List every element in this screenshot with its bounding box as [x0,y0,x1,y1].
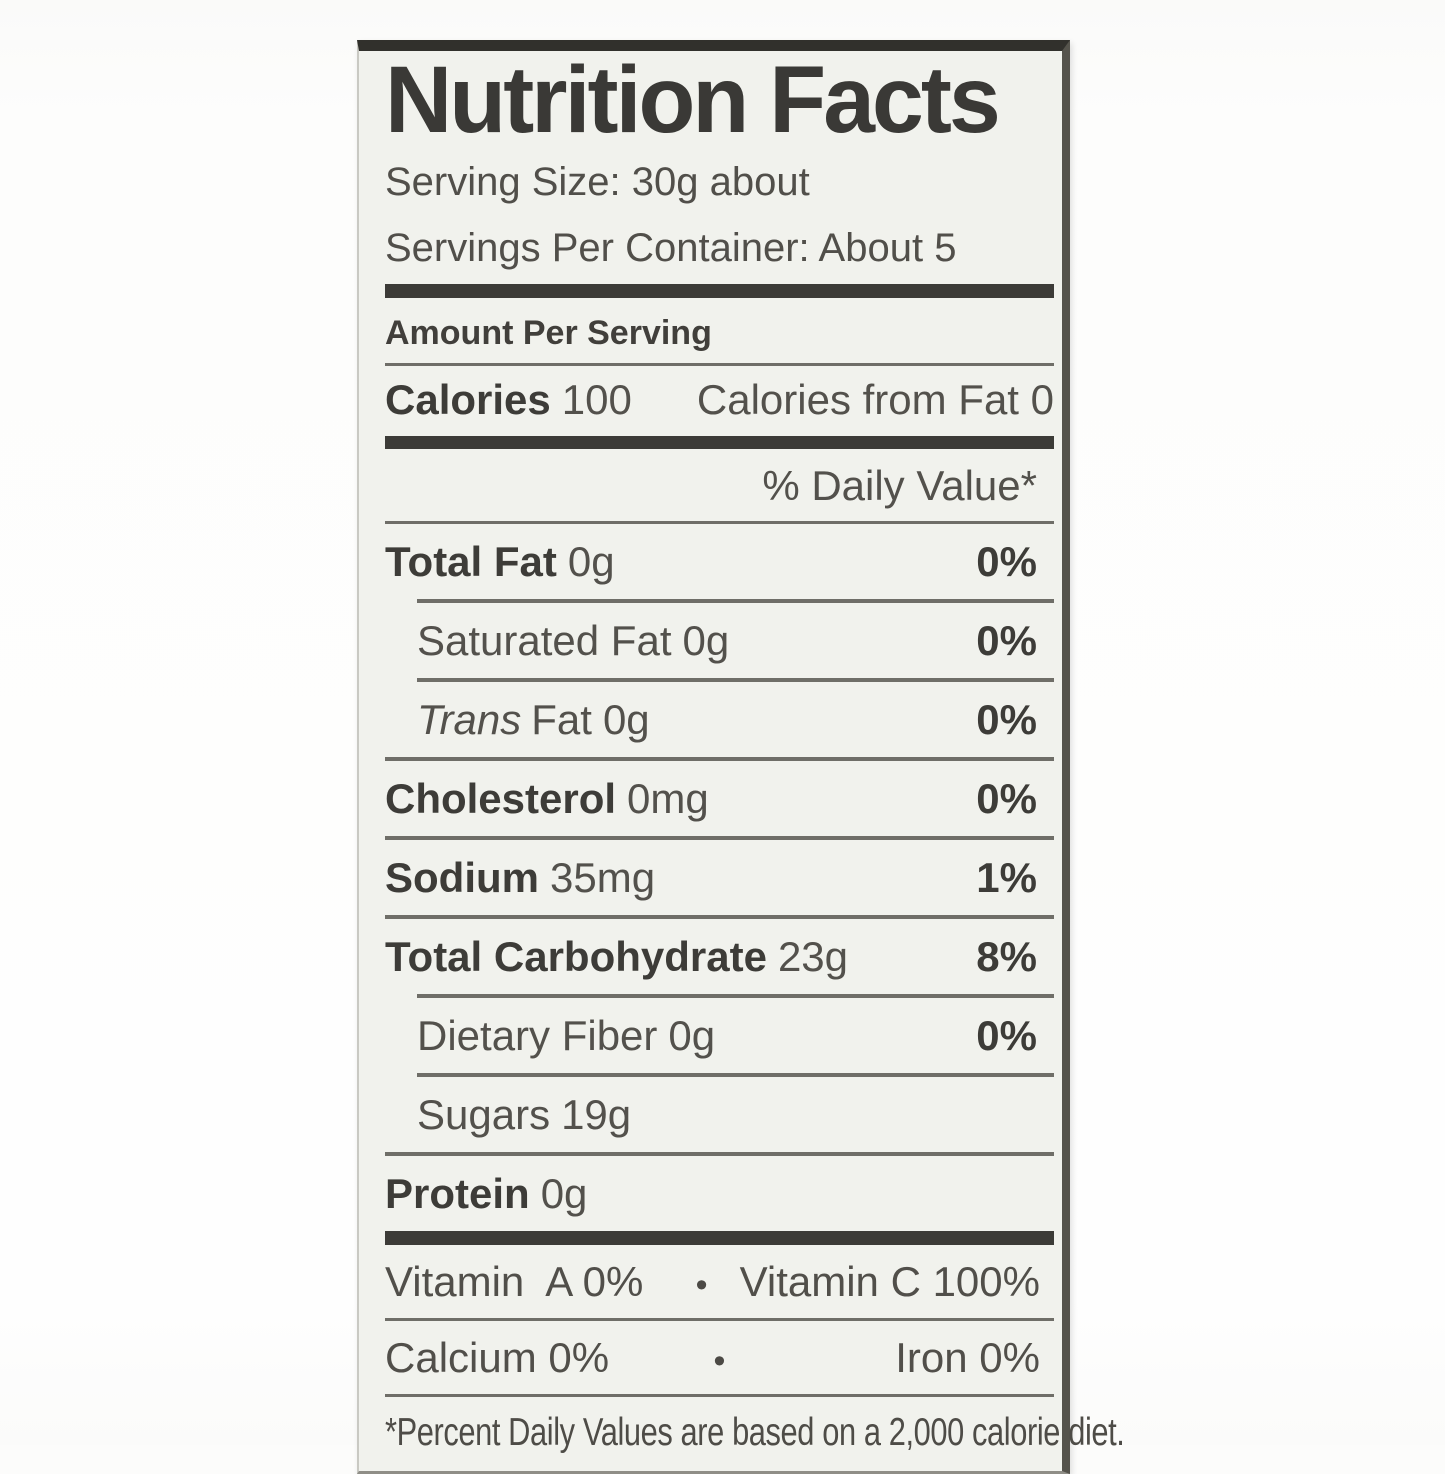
nutrient-row-saturated-fat: Saturated Fat 0g 0% [385,603,1054,678]
thick-separator-top [385,284,1054,298]
thick-separator-protein [385,1231,1054,1245]
label-title: Nutrition Facts [385,47,1001,153]
nutrient-amount: 0g [668,1012,716,1059]
serving-size: Serving Size: 30g about [385,160,810,204]
bullet-separator: • [713,1342,726,1380]
micronutrient-row-vitamins: Vitamin A 0% • Vitamin C 100% [385,1245,1054,1318]
nutrient-row-cholesterol: Cholesterol 0mg 0% [385,761,1054,836]
nutrient-name: Sugars [417,1091,551,1138]
nutrient-amount: 0mg [627,775,709,822]
separator-line [417,994,1054,998]
nutrient-row-sugars: Sugars 19g [385,1077,1054,1152]
calories-from-fat: Calories from Fat 0 [696,376,1054,423]
separator-line [385,757,1054,761]
nutrient-row-dietary-fiber: Dietary Fiber 0g 0% [385,998,1054,1073]
vitamin-a-value: Vitamin A 0% [385,1258,644,1305]
separator-line [385,836,1054,840]
daily-value-header: % Daily Value* [762,462,1037,509]
nutrient-dv: 0% [976,1012,1037,1059]
nutrient-row-total-fat: Total Fat 0g 0% [385,524,1054,599]
calories-label: Calories [385,376,551,423]
separator-line [385,915,1054,919]
separator-line [417,678,1054,682]
separator-line [385,363,1054,366]
nutrient-name: Total Fat [385,538,557,585]
nutrient-name-italic: Trans [417,696,522,743]
calories-row: Calories 100 Calories from Fat 0 [385,366,1054,436]
nutrition-facts-label: Nutrition Facts Serving Size: 30g about … [357,40,1125,1474]
amount-per-serving: Amount Per Serving [385,314,712,352]
nutrient-name: Sodium [385,854,539,901]
vitamin-c-value: Vitamin C 100% [739,1258,1040,1305]
footnote-text: *Percent Daily Values are based on a 2,0… [385,1411,1125,1454]
nutrient-row-trans-fat: Trans Fat 0g 0% [385,682,1054,757]
separator-line [385,1318,1054,1321]
nutrient-amount: 23g [777,933,849,980]
nutrient-name: Dietary Fiber [417,1012,658,1059]
separator-line [417,599,1054,603]
nutrient-amount: 0g [567,538,615,585]
micronutrient-row-minerals: Calcium 0% • Iron 0% [385,1321,1054,1394]
servings-per-container: Servings Per Container: About 5 [385,226,957,270]
nutrient-name: Cholesterol [385,775,617,822]
nutrient-row-sodium: Sodium 35mg 1% [385,840,1054,915]
footnote: *Percent Daily Values are based on a 2,0… [385,1397,1125,1455]
nutrient-dv: 8% [976,933,1037,980]
separator-line [385,1152,1054,1156]
nutrient-name: Protein [385,1170,530,1217]
calcium-value: Calcium 0% [385,1334,610,1381]
nutrient-row-total-carbohydrate: Total Carbohydrate 23g 8% [385,919,1054,994]
thick-separator-calories [385,436,1054,449]
nutrient-dv: 0% [976,775,1037,822]
nutrient-amount: 0g [602,696,650,743]
nutrient-dv: 1% [976,854,1037,901]
nutrient-dv: 0% [976,617,1037,664]
separator-line [417,1073,1054,1077]
nutrient-dv: 0% [976,538,1037,585]
bullet-separator: • [695,1266,708,1304]
nutrient-name: Total Carbohydrate [385,933,767,980]
nutrient-amount: 19g [561,1091,632,1138]
calories-cell: Calories 100 [385,376,632,424]
nutrient-dv: 0% [976,696,1037,743]
calories-value: 100 [561,376,632,423]
nutrient-row-protein: Protein 0g [385,1156,1054,1231]
nutrient-name: Saturated Fat [417,617,672,664]
separator-line [385,1394,1054,1397]
nutrient-name: Fat [531,696,592,743]
iron-value: Iron 0% [895,1334,1040,1381]
nutrient-amount: 0g [540,1170,588,1217]
separator-line [385,521,1054,524]
nutrient-amount: 0g [682,617,730,664]
nutrient-amount: 35mg [550,854,656,901]
